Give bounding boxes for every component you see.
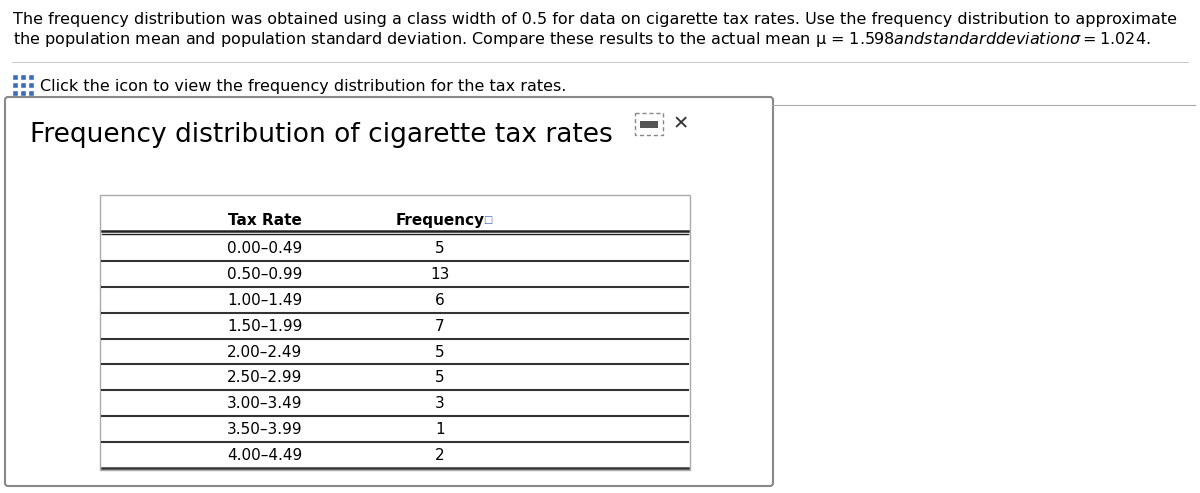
Text: the population mean and population standard deviation. Compare these results to : the population mean and population stand… <box>13 30 1151 49</box>
Text: 1.00–1.49: 1.00–1.49 <box>227 293 302 308</box>
Bar <box>22 75 26 80</box>
Text: 5: 5 <box>436 345 445 359</box>
Bar <box>22 83 26 88</box>
Text: 3: 3 <box>436 396 445 411</box>
Text: 1: 1 <box>436 422 445 437</box>
Text: Tax Rate: Tax Rate <box>228 213 302 228</box>
Text: 0.50–0.99: 0.50–0.99 <box>227 267 302 282</box>
Text: Frequency distribution of cigarette tax rates: Frequency distribution of cigarette tax … <box>30 122 613 148</box>
Text: 2.50–2.99: 2.50–2.99 <box>227 370 302 386</box>
Bar <box>29 91 34 96</box>
Text: 3.50–3.99: 3.50–3.99 <box>227 422 302 437</box>
Text: 4.00–4.49: 4.00–4.49 <box>227 448 302 463</box>
Text: 13: 13 <box>431 267 450 282</box>
Text: 0.00–0.49: 0.00–0.49 <box>227 241 302 256</box>
Bar <box>635 113 662 135</box>
Text: 6: 6 <box>436 293 445 308</box>
Bar <box>29 75 34 80</box>
Text: □: □ <box>484 215 493 225</box>
Bar <box>22 91 26 96</box>
Text: The frequency distribution was obtained using a class width of 0.5 for data on c: The frequency distribution was obtained … <box>13 12 1177 27</box>
Bar <box>100 195 690 470</box>
Text: 7: 7 <box>436 318 445 334</box>
Text: Frequency: Frequency <box>396 213 485 228</box>
Text: 3.00–3.49: 3.00–3.49 <box>227 396 302 411</box>
Text: 2: 2 <box>436 448 445 463</box>
Text: 5: 5 <box>436 370 445 386</box>
Text: 2.00–2.49: 2.00–2.49 <box>227 345 302 359</box>
FancyBboxPatch shape <box>5 97 773 486</box>
Text: ✕: ✕ <box>673 114 689 134</box>
Bar <box>13 91 18 96</box>
Text: 1.50–1.99: 1.50–1.99 <box>227 318 302 334</box>
Bar <box>13 75 18 80</box>
Bar <box>13 83 18 88</box>
Text: 5: 5 <box>436 241 445 256</box>
Bar <box>640 121 658 128</box>
Bar <box>29 83 34 88</box>
Text: Click the icon to view the frequency distribution for the tax rates.: Click the icon to view the frequency dis… <box>40 79 566 94</box>
